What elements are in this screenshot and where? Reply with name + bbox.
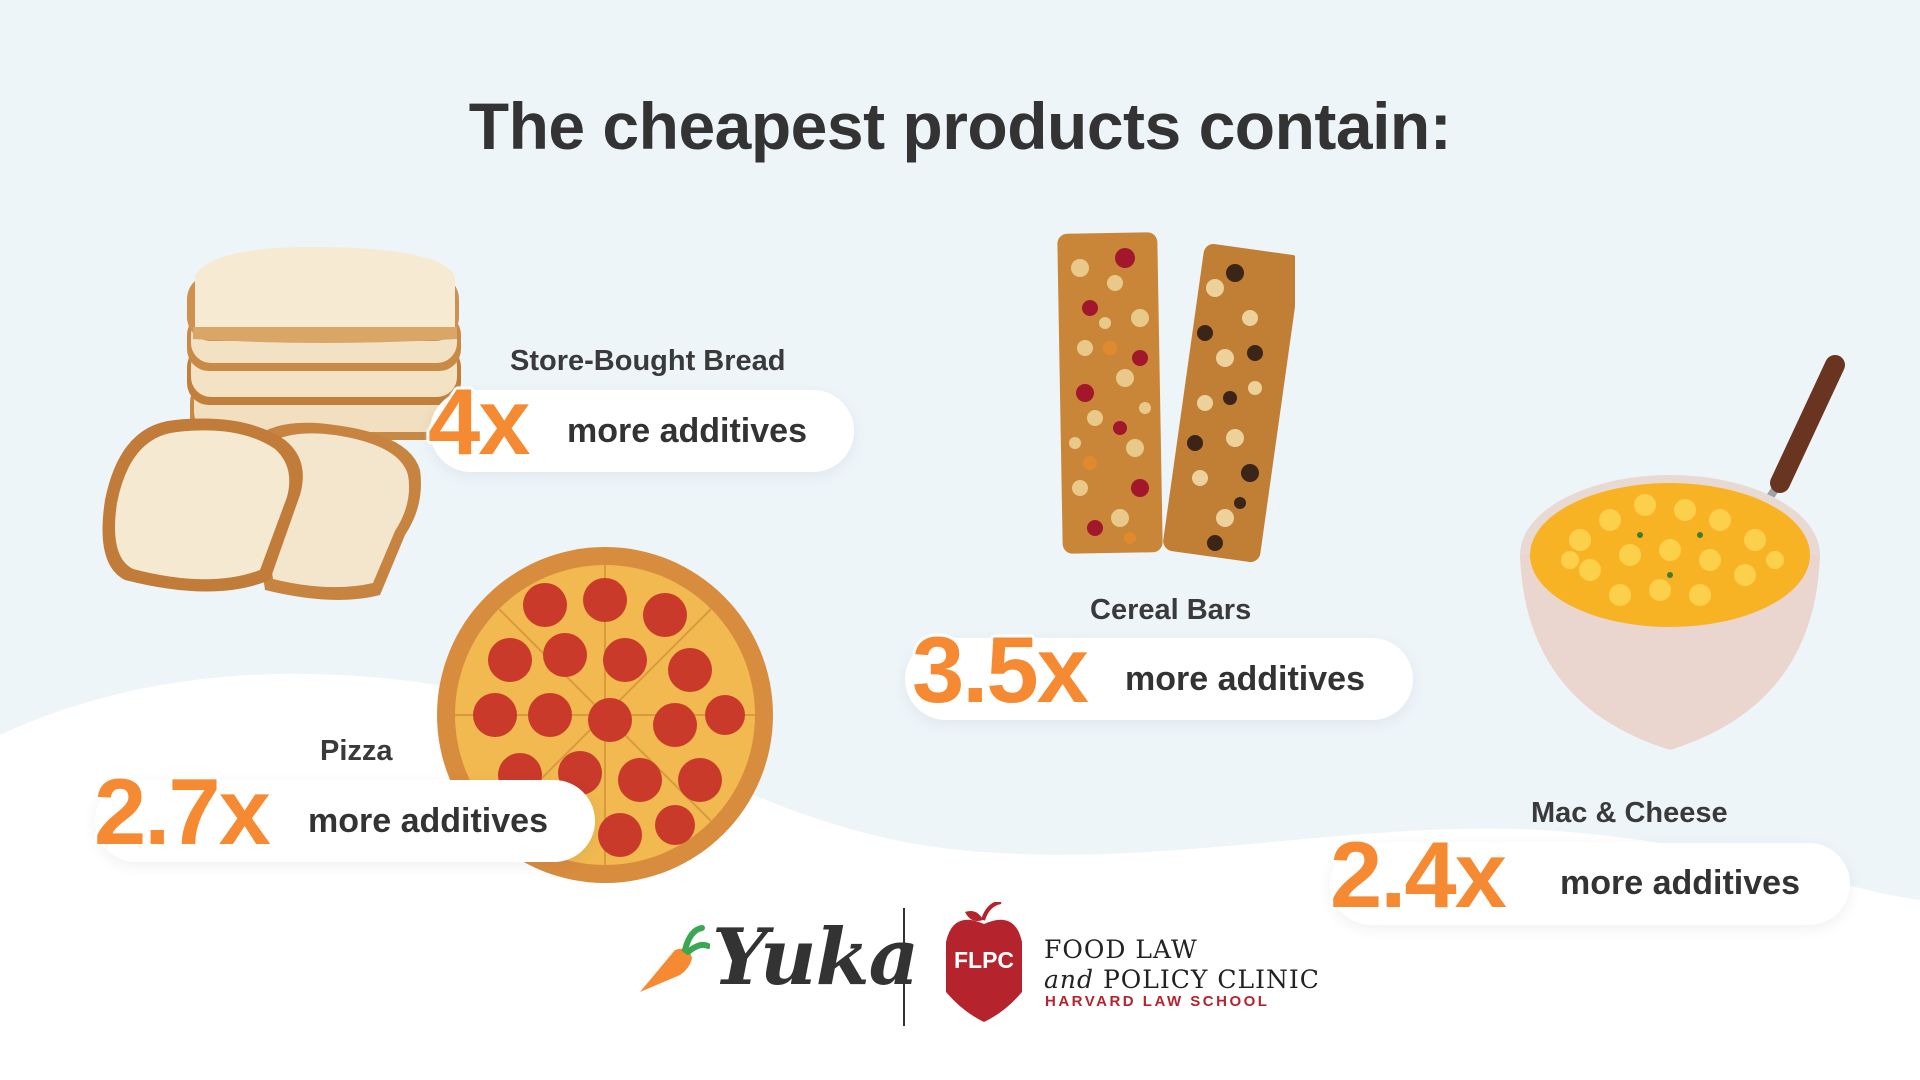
flpc-line-2: and POLICY CLINIC [1044,965,1320,994]
stat-multiplier-bread: 4x [428,369,531,474]
cereal-bar [1057,232,1163,554]
item-name-pizza: Pizza [320,735,393,767]
flpc-line-2-text: POLICY CLINIC [1102,965,1320,994]
bread-image [102,246,461,600]
stat-multiplier-pizza: 2.7x [94,759,271,864]
stat-suffix-mac-and-cheese: more additives [1560,864,1800,902]
item-name-mac-and-cheese: Mac & Cheese [1531,797,1728,829]
bread-slice [102,418,303,592]
stat-suffix-pizza: more additives [308,802,548,840]
pepperoni [473,578,745,857]
stat-suffix-bread: more additives [567,412,807,450]
stat-multiplier-cereal-bars: 3.5x [912,617,1089,722]
stat-pill-pizza [95,780,595,862]
flpc-badge-text: FLPC [954,947,1014,973]
flpc-line-3: HARVARD LAW SCHOOL [1045,993,1270,1010]
cereal-bar [1163,243,1295,563]
stat-pill-cereal-bars [905,638,1413,720]
stat-suffix-cereal-bars: more additives [1125,660,1365,698]
logo-divider [903,908,905,1026]
item-name-cereal-bars: Cereal Bars [1090,594,1252,626]
carrot-icon [640,925,710,992]
flpc-line-1: FOOD LAW [1044,935,1198,964]
bread-stack [187,246,461,440]
item-name-bread: Store-Bought Bread [510,345,786,377]
stat-pill-mac-and-cheese [1330,843,1850,925]
mac-and-cheese-image [1520,355,1845,750]
yuka-logo: Yuka [712,912,919,1003]
macaroni [1561,494,1784,606]
cereal-bars-image [1057,232,1295,563]
flpc-and: and [1044,965,1095,994]
page-title: The cheapest products contain: [468,89,1452,163]
flpc-apple-logo: FLPC [946,902,1022,1022]
stat-pill-bread [430,390,854,472]
stat-multiplier-mac-and-cheese: 2.4x [1330,822,1507,927]
